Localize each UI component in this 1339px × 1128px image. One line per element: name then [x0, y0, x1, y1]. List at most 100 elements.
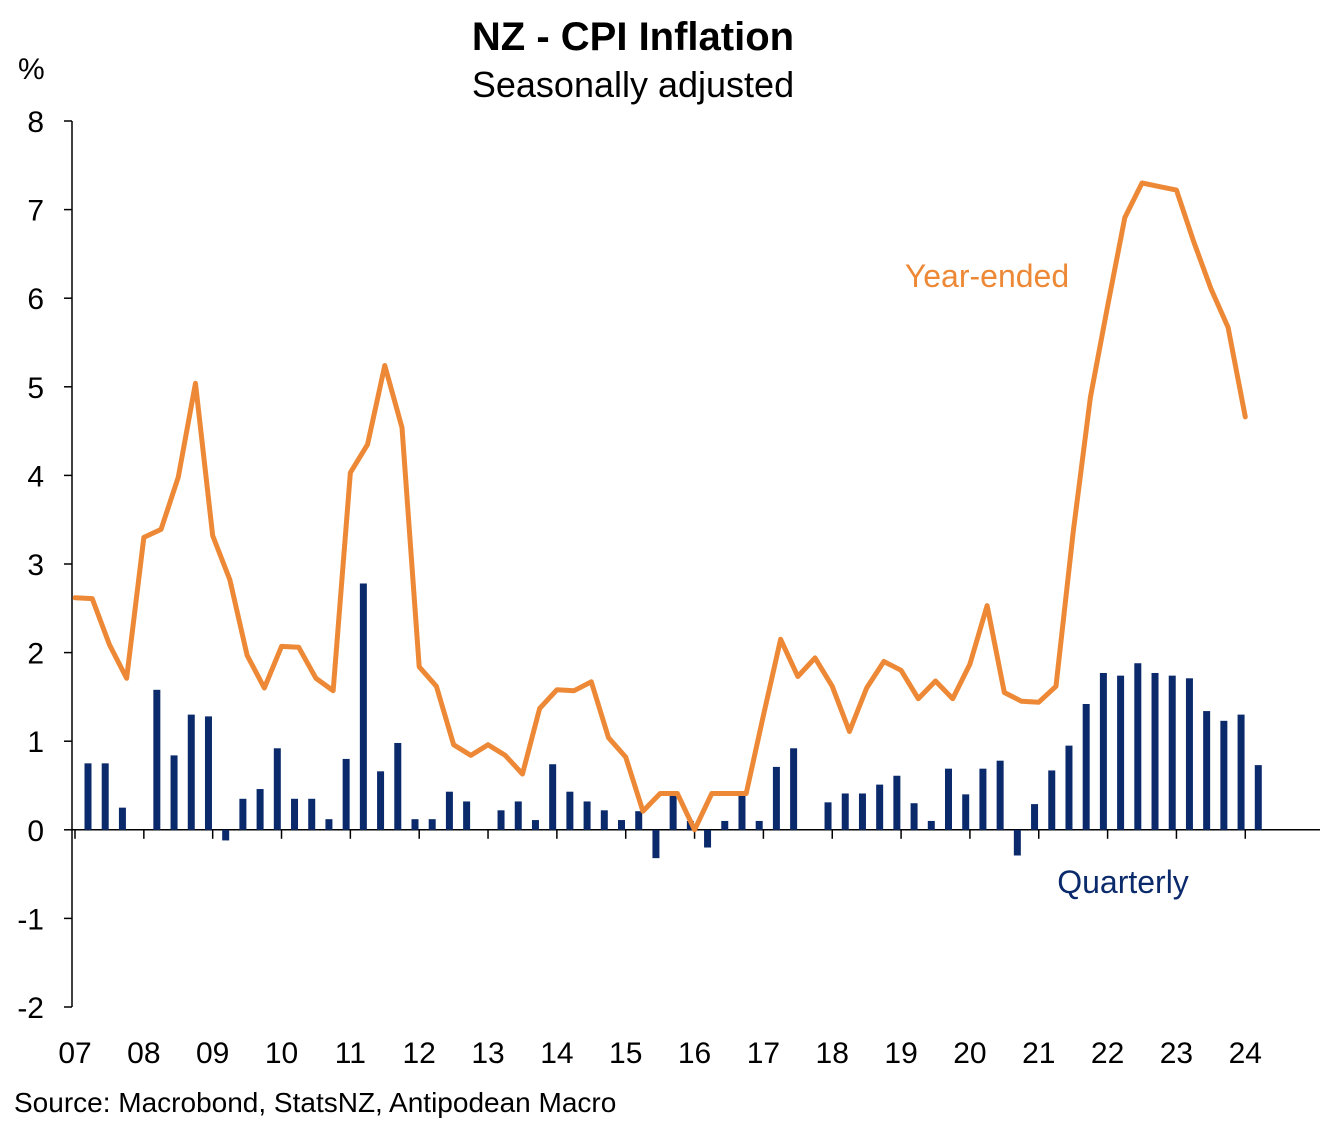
- x-tick-label: 15: [609, 1037, 642, 1070]
- x-tick-label: 22: [1091, 1037, 1124, 1070]
- quarterly-bar: [824, 802, 832, 830]
- year-ended-line-group: [72, 180, 1248, 833]
- x-tick-label: 23: [1160, 1037, 1193, 1070]
- x-tick-label: 09: [196, 1037, 229, 1070]
- quarterly-bar: [635, 811, 643, 830]
- quarterly-bar: [1237, 714, 1245, 830]
- quarterly-bar: [1117, 675, 1125, 830]
- quarterly-bar: [1065, 745, 1073, 830]
- quarterly-bar: [1185, 678, 1193, 830]
- quarterly-bar: [428, 819, 436, 830]
- quarterly-bar: [101, 763, 109, 830]
- quarterly-bar: [394, 742, 402, 830]
- legend-label-quarterly: Quarterly: [1057, 864, 1189, 900]
- y-tick-label: 1: [27, 726, 44, 759]
- quarterly-bar: [738, 793, 746, 830]
- quarterly-bar: [273, 748, 281, 830]
- quarterly-bar: [187, 714, 195, 830]
- quarterly-bar: [841, 793, 849, 830]
- x-tick-label: 21: [1022, 1037, 1055, 1070]
- quarterly-bar: [514, 801, 522, 830]
- quarterly-bar: [1220, 720, 1228, 830]
- quarterly-bar: [1082, 703, 1090, 830]
- quarterly-bar: [549, 764, 557, 830]
- quarterly-bar: [497, 810, 505, 830]
- quarterly-bar: [618, 820, 626, 830]
- quarterly-bar: [876, 784, 884, 830]
- y-axis: 8 7 6 5 4 3 2 1 0 -1 -2: [17, 106, 73, 1025]
- quarterly-bar: [669, 793, 677, 830]
- quarterly-bar: [1151, 672, 1159, 830]
- quarterly-bar: [721, 820, 729, 830]
- y-tick-label: -1: [17, 903, 44, 936]
- x-tick-label: 07: [58, 1037, 91, 1070]
- quarterly-bar: [979, 768, 987, 830]
- y-tick-label: 4: [27, 460, 44, 493]
- quarterly-bar: [858, 793, 866, 830]
- x-tick-label: 20: [953, 1037, 986, 1070]
- quarterly-bar: [84, 763, 92, 830]
- x-tick-label: 12: [403, 1037, 436, 1070]
- y-tick-label: 3: [27, 549, 44, 582]
- quarterly-bar: [308, 798, 316, 830]
- quarterly-bar: [790, 748, 798, 830]
- source-note: Source: Macrobond, StatsNZ, Antipodean M…: [14, 1087, 616, 1118]
- quarterly-bar: [755, 820, 763, 830]
- quarterly-bar: [1031, 804, 1039, 830]
- quarterly-bar: [996, 760, 1004, 830]
- x-tick-label: 19: [884, 1037, 917, 1070]
- quarterly-bar: [222, 829, 230, 841]
- quarterly-bar: [1013, 829, 1021, 856]
- x-tick-label: 16: [678, 1037, 711, 1070]
- quarterly-bar: [204, 716, 212, 830]
- quarterly-bar: [927, 820, 935, 830]
- quarterly-bar: [1099, 672, 1107, 830]
- quarterly-bar: [291, 798, 299, 830]
- quarterly-bar: [359, 583, 367, 830]
- y-tick-label: 0: [27, 815, 44, 848]
- quarterly-bar: [962, 794, 970, 830]
- x-tick-label: 17: [747, 1037, 780, 1070]
- chart-subtitle: Seasonally adjusted: [472, 64, 794, 105]
- legend-label-year-ended: Year-ended: [905, 258, 1069, 294]
- quarterly-bar: [170, 755, 178, 830]
- chart-title: NZ - CPI Inflation: [472, 15, 794, 59]
- quarterly-bar: [566, 791, 574, 830]
- y-tick-label: 2: [27, 638, 44, 671]
- quarterly-bar: [772, 766, 780, 830]
- quarterly-bar: [893, 775, 901, 830]
- y-tick-label: 8: [27, 106, 44, 139]
- quarterly-bar: [704, 829, 712, 848]
- quarterly-bar: [256, 789, 264, 830]
- quarterly-bar: [1203, 711, 1211, 830]
- y-tick-label: -2: [17, 992, 44, 1025]
- quarterly-bar: [377, 771, 385, 830]
- quarterly-bar: [445, 791, 453, 830]
- y-axis-unit: %: [18, 53, 45, 86]
- quarterly-bar: [1134, 663, 1142, 830]
- quarterly-bar: [531, 820, 539, 830]
- y-tick-label: 6: [27, 283, 44, 316]
- x-tick-label: 13: [471, 1037, 504, 1070]
- quarterly-bar: [1254, 765, 1262, 830]
- quarterly-bar: [1048, 770, 1056, 830]
- quarterly-bar: [652, 829, 660, 859]
- x-tick-label: 08: [127, 1037, 160, 1070]
- quarterly-bar: [583, 801, 591, 830]
- quarterly-bar: [325, 819, 333, 830]
- quarterly-bar: [945, 768, 952, 830]
- quarterly-bar: [463, 801, 471, 830]
- x-tick-label: 24: [1229, 1037, 1262, 1070]
- quarterly-bar: [600, 810, 608, 830]
- quarterly-bar: [1168, 675, 1176, 830]
- quarterly-bar: [153, 689, 161, 830]
- quarterly-bar: [411, 819, 419, 830]
- quarterly-bar: [910, 803, 918, 830]
- x-tick-label: 10: [265, 1037, 298, 1070]
- quarterly-bar: [118, 807, 126, 830]
- quarterly-bar: [342, 758, 350, 830]
- y-tick-label: 5: [27, 372, 44, 405]
- x-tick-label: 11: [335, 1037, 366, 1070]
- quarterly-bars: [84, 583, 1262, 859]
